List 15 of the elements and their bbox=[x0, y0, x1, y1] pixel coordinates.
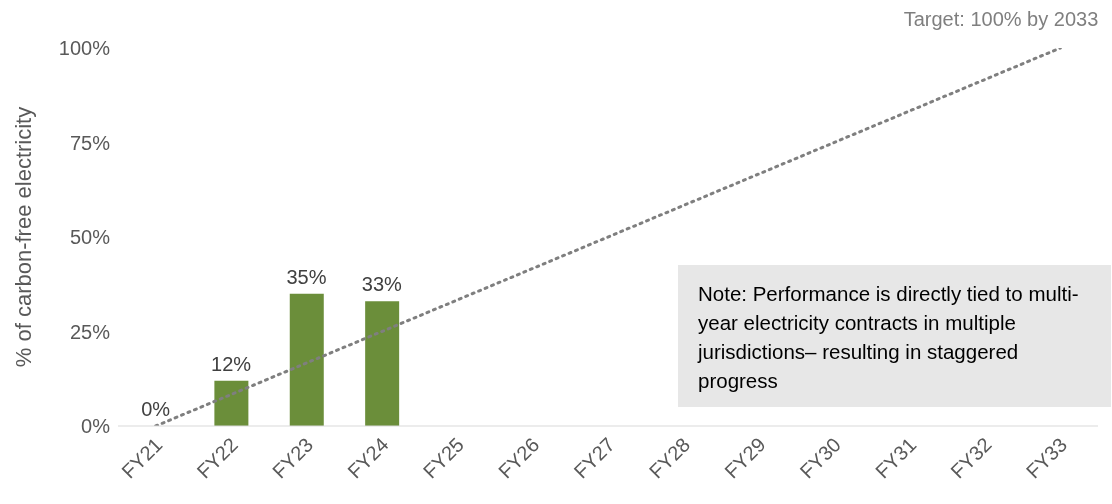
bar bbox=[214, 380, 249, 426]
data-label: 0% bbox=[141, 398, 171, 420]
y-tick-label: 100% bbox=[58, 37, 111, 60]
data-label: 33% bbox=[361, 273, 403, 296]
y-tick-label: 25% bbox=[69, 320, 111, 343]
data-label: 12% bbox=[211, 352, 252, 375]
bar bbox=[289, 293, 324, 426]
y-axis-title: % of carbon-free electricity bbox=[10, 106, 36, 368]
data-label: 35% bbox=[286, 265, 327, 288]
annotation: Note: Performance is directly tied to multi-year electricity contracts in multiple jurisdictions– resulting in staggered progress bbox=[678, 265, 1111, 407]
y-tick-label: 0% bbox=[81, 415, 111, 438]
bar bbox=[365, 301, 400, 426]
y-tick-label: 75% bbox=[69, 131, 111, 154]
y-tick-label: 50% bbox=[69, 226, 111, 249]
annotation: Target: 100% by 2033 bbox=[903, 8, 1099, 30]
